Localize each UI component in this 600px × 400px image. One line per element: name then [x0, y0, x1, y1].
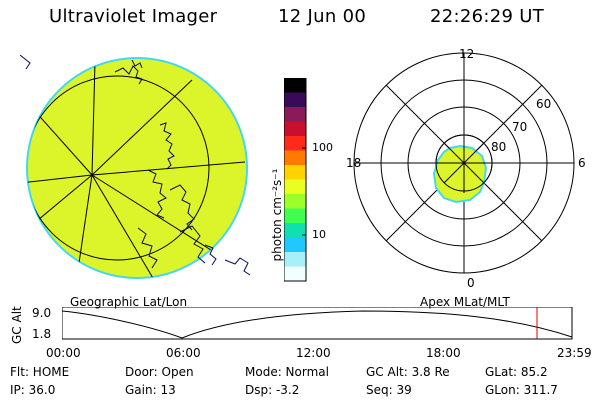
- altitude-ylabel: GC Alt: [10, 306, 24, 344]
- apex-caption: Apex MLat/MLT: [420, 295, 510, 309]
- colorbar-segment: [284, 107, 306, 122]
- coastlines: [20, 54, 251, 276]
- info-ip: IP: 36.0: [10, 383, 56, 397]
- colorbar: [284, 78, 307, 282]
- xtick-2359: 23:59: [557, 346, 592, 360]
- colorbar-segment: [284, 194, 306, 209]
- meridian-line: [91, 79, 193, 176]
- globe-disk: [26, 57, 248, 279]
- mlt-label-12: 12: [459, 47, 475, 61]
- meridian-line: [27, 174, 93, 184]
- colorbar-segment: [284, 165, 306, 180]
- xtick-1800: 18:00: [426, 346, 461, 360]
- colorbar-segment: [284, 252, 306, 267]
- altitude-plot: [62, 307, 573, 340]
- colorbar-segment: [284, 92, 306, 108]
- xtick-1200: 12:00: [296, 346, 331, 360]
- polar-plot: [353, 52, 575, 274]
- info-door: Door: Open: [125, 365, 194, 379]
- altitude-ymax: 9.0: [32, 306, 52, 320]
- colorbar-segment: [284, 121, 306, 137]
- mlt-label-18: 18: [346, 156, 362, 170]
- colorbar-segment: [284, 136, 306, 151]
- info-glat: GLat: 85.2: [485, 365, 548, 379]
- colorbar-segment: [284, 208, 306, 224]
- info-gcalt: GC Alt: 3.8 Re: [366, 365, 450, 379]
- info-dsp: Dsp: -3.2: [245, 383, 300, 397]
- meridian-line: [91, 161, 246, 176]
- mlat-label-70: 70: [512, 120, 528, 134]
- colorbar-segment: [284, 179, 306, 195]
- mlat-label-60: 60: [536, 97, 552, 111]
- colorbar-unit-wrap: photon cm⁻²s⁻¹: [270, 169, 284, 262]
- colorbar-segment: [284, 266, 306, 282]
- latitude-circle: [27, 75, 210, 261]
- date-label: 12 Jun 00: [278, 6, 367, 27]
- colorbar-segment: [284, 223, 306, 238]
- geographic-caption: Geographic Lat/Lon: [70, 295, 188, 309]
- altitude-curve: [62, 310, 573, 339]
- xtick-0000: 00:00: [46, 346, 81, 360]
- auroral-oval: [432, 144, 488, 204]
- info-flight: Flt: HOME: [10, 365, 70, 379]
- geographic-globe: [20, 54, 251, 279]
- colorbar-segment: [284, 150, 306, 166]
- mlt-label-6: 6: [578, 156, 586, 170]
- info-gain: Gain: 13: [125, 383, 176, 397]
- colorbar-unit-label: photon cm⁻²s⁻¹: [270, 168, 284, 262]
- meridian-line: [91, 61, 96, 176]
- mlat-label-80: 80: [491, 140, 507, 154]
- instrument-title: Ultraviolet Imager: [49, 6, 218, 27]
- colorbar-tick-10: 10: [312, 228, 326, 241]
- colorbar-segment: [284, 78, 306, 93]
- info-seq: Seq: 39: [366, 383, 412, 397]
- time-label: 22:26:29 UT: [430, 6, 545, 27]
- info-mode: Mode: Normal: [245, 365, 329, 379]
- meridian-line: [91, 174, 231, 263]
- colorbar-segment: [284, 237, 306, 253]
- meridian-line: [91, 174, 161, 278]
- mlt-label-0: 0: [467, 276, 475, 290]
- info-glon: GLon: 311.7: [485, 383, 558, 397]
- altitude-ymin: 1.8: [32, 327, 52, 341]
- xtick-0600: 06:00: [166, 346, 201, 360]
- colorbar-tick-100: 100: [312, 141, 333, 154]
